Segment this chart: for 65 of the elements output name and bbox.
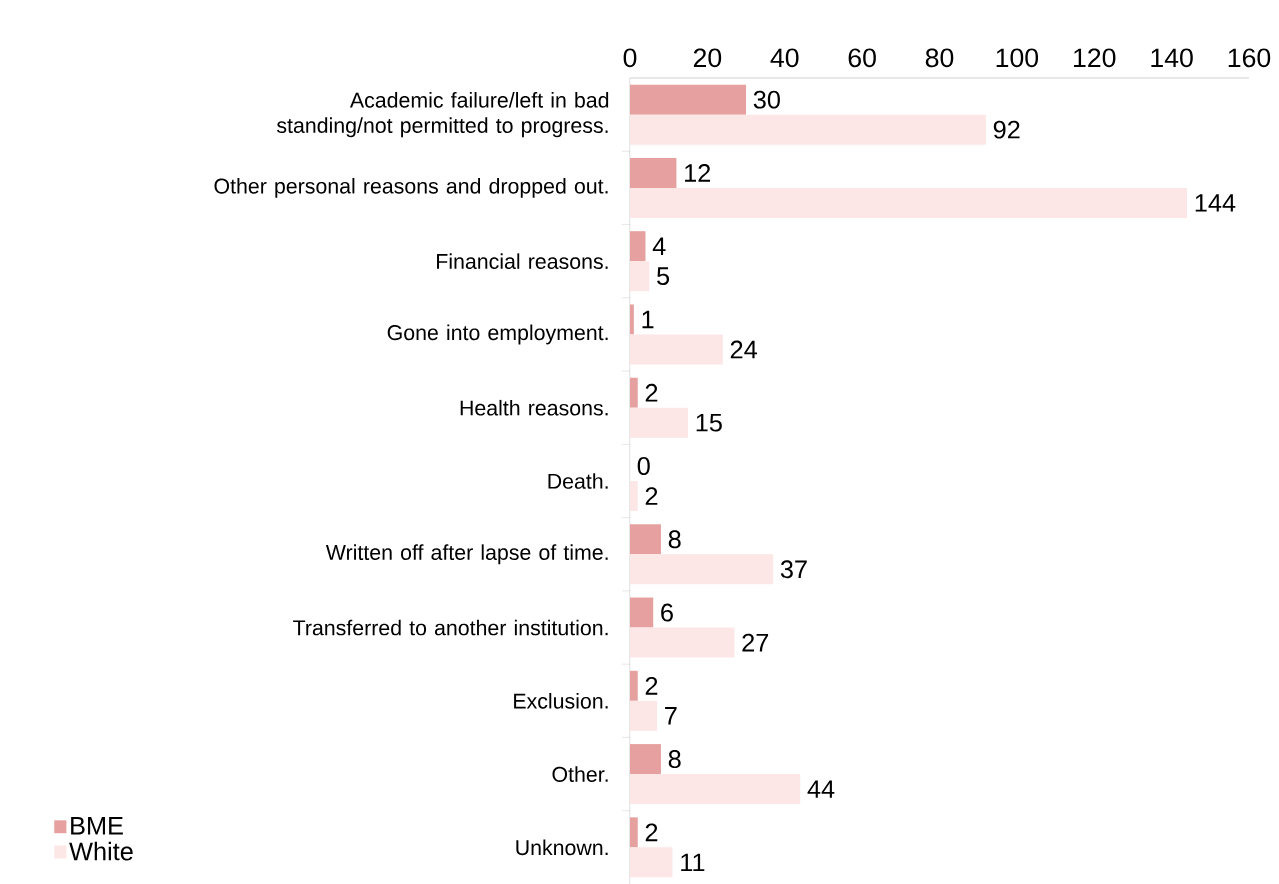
bar [630,407,689,438]
bar [630,774,801,805]
bar [630,261,650,292]
data-label: 15 [696,413,722,432]
data-label: 8 [668,750,681,769]
data-label: 2 [645,487,658,505]
y-tick-label: Financial reasons. [437,253,608,270]
y-tick-label: Health reasons. [460,399,608,416]
bar [630,700,658,731]
x-tick-label: 20 [693,48,722,68]
bar [630,157,677,188]
bar [630,597,654,628]
bar [630,627,735,658]
y-tick-label: Gone into employment. [387,324,608,345]
x-tick-label: 100 [996,48,1039,68]
legend-label: White [69,841,133,861]
bar [630,554,774,585]
data-label: 2 [645,823,658,842]
data-label: 8 [668,530,681,549]
data-label: 2 [645,676,658,695]
y-tick-label: Exclusion. [514,692,608,709]
x-tick-label: 160 [1228,48,1271,68]
x-tick-label: 80 [925,48,954,68]
x-tick-label: 60 [848,48,876,68]
x-tick-label: 120 [1074,48,1116,68]
x-tick-label: 0 [623,48,637,68]
legend-label: BME [71,817,123,835]
y-tick-label: Death. [548,473,608,489]
data-label: 4 [652,237,666,255]
y-tick-label: Academic failure/left in bad standing/not permitted to progress. [276,92,609,138]
bar [630,84,747,115]
bar [630,524,661,555]
bar [630,670,638,701]
data-label: 27 [742,633,769,652]
x-tick-label: 40 [770,48,799,68]
data-label: 5 [657,267,670,286]
data-label: 37 [780,560,807,579]
data-label: 92 [993,120,1020,139]
data-label: 0 [637,457,650,475]
y-tick-label: Other. [552,766,608,782]
y-tick-label: Other personal reasons and dropped out. [214,177,608,198]
bar [630,334,723,365]
data-label: 144 [1195,194,1236,212]
bar [630,231,646,262]
bar [630,114,986,145]
bar [630,377,638,408]
x-tick-label: 140 [1151,48,1193,68]
data-label: 24 [730,340,757,359]
y-tick-label: Unknown. [516,839,608,856]
bar [630,847,673,878]
data-label: 7 [665,707,677,725]
bar [630,187,1188,218]
data-label: 44 [807,780,835,798]
bar [630,304,634,335]
data-label: 2 [645,383,658,402]
y-tick-label: Written off after lapse of time. [325,544,608,565]
bar [630,744,661,775]
data-label: 6 [661,603,673,622]
data-label: 12 [685,164,711,182]
bar [630,480,638,511]
data-label: 11 [681,853,705,872]
data-label: 30 [753,90,780,109]
data-label: 1 [642,310,654,329]
bar [630,817,638,848]
y-tick-label: Transferred to another institution. [293,619,608,636]
